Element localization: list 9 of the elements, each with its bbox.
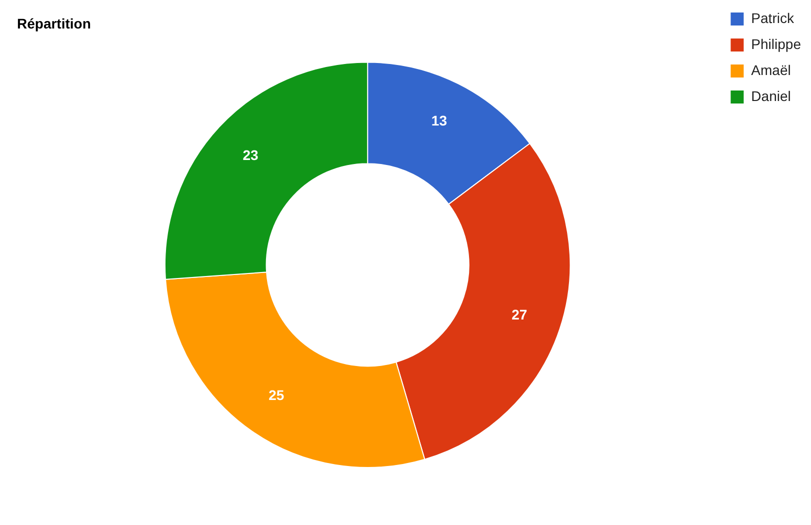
legend-label: Philippe [751,36,802,52]
data-label: 13 [431,112,448,129]
legend-label: Patrick [751,10,795,26]
data-label: 23 [242,146,259,163]
chart-title: Répartition [17,15,91,32]
data-label: 25 [268,387,284,404]
legend-label: Daniel [751,88,791,104]
data-label: 27 [512,306,528,322]
legend-label: Amaël [751,62,791,78]
